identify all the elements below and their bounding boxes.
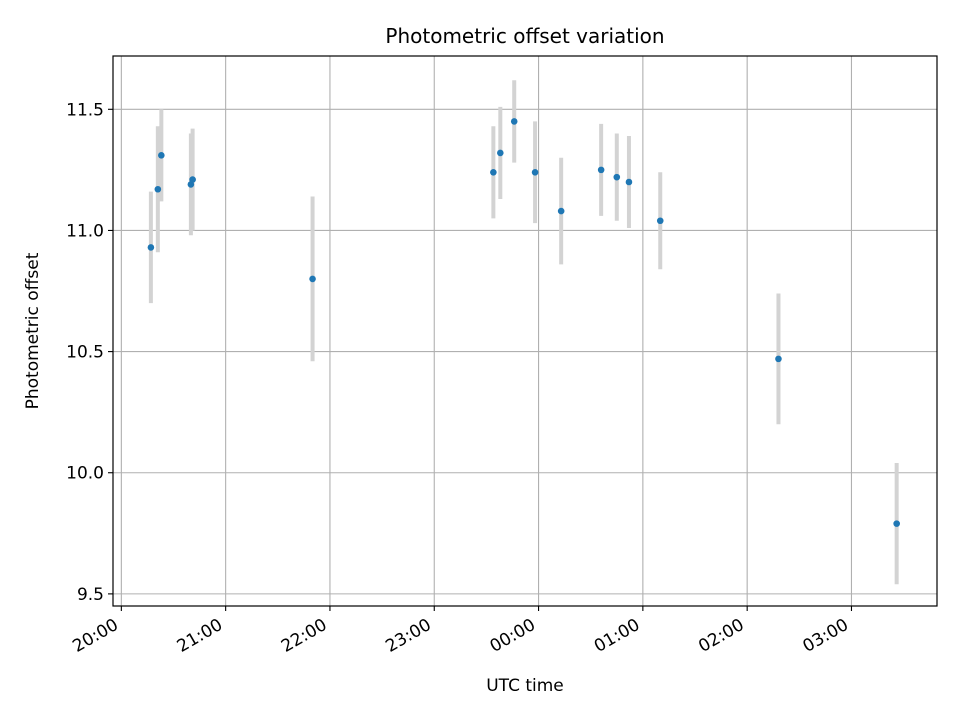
chart-title: Photometric offset variation	[385, 24, 664, 48]
data-point-1	[154, 185, 162, 193]
y-tick-label-2: 10.5	[66, 343, 104, 363]
data-point-13	[625, 178, 633, 186]
y-tick-label-0: 9.5	[77, 585, 104, 605]
y-tick-label-3: 11.0	[66, 221, 104, 241]
plot-frame	[112, 55, 938, 607]
data-point-4	[189, 176, 196, 183]
data-point-14	[656, 217, 664, 225]
data-point-0	[147, 244, 155, 251]
y-tick-label-4: 11.5	[66, 100, 104, 120]
data-point-15	[775, 355, 782, 363]
data-point-10	[557, 207, 565, 215]
data-point-12	[613, 173, 621, 181]
data-point-7	[497, 149, 504, 157]
data-point-2	[158, 152, 165, 159]
y-tick-label-1: 10.0	[66, 464, 104, 484]
data-point-16	[893, 520, 900, 527]
data-point-8	[510, 118, 518, 125]
x-axis-title: UTC time	[486, 676, 564, 696]
data-points	[147, 118, 900, 527]
data-point-5	[309, 275, 316, 283]
data-point-6	[490, 168, 497, 176]
data-point-11	[597, 166, 605, 174]
grid	[113, 56, 937, 606]
data-point-9	[531, 168, 539, 176]
y-axis-title: Photometric offset	[23, 252, 43, 409]
y-axis-ticks: 9.5 10.0 10.5 11.0 11.5	[66, 100, 113, 605]
